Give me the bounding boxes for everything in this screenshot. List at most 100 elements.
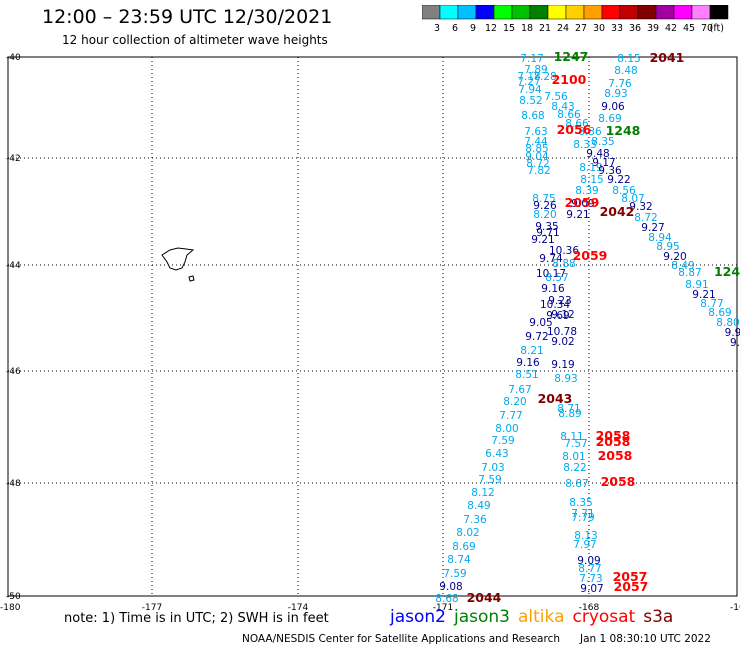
pass-time-label: 2059 xyxy=(573,248,608,263)
legend-tick-label: 3 xyxy=(434,23,440,34)
wave-height-label: 7.76 xyxy=(608,78,632,90)
wave-height-label: 8.72 xyxy=(526,158,549,170)
wave-height-label: 8.68 xyxy=(435,593,458,605)
wave-height-label: 9.36 xyxy=(598,165,622,177)
wave-height-label: 7.57 xyxy=(564,438,587,450)
wave-height-label: 9.21 xyxy=(692,289,715,301)
wave-height-label: 8.77 xyxy=(700,298,723,310)
wave-height-label: 9.48 xyxy=(586,148,609,160)
wave-height-label: 8.21 xyxy=(520,345,543,357)
legend-tick-label: 33 xyxy=(611,23,623,34)
wave-height-label: 8.93 xyxy=(554,373,577,385)
longitude-label: -171 xyxy=(433,603,453,613)
legend-tick-label: 6 xyxy=(452,23,458,34)
longitude-label: -16 xyxy=(730,603,740,613)
wave-height-label: 8.89 xyxy=(558,408,581,420)
wave-height-label: 8.35 xyxy=(591,136,614,148)
legend-tick-label: 21 xyxy=(539,23,551,34)
wave-height-label: 9.16 xyxy=(516,357,540,369)
latitude-label: -46 xyxy=(6,367,21,377)
wave-height-label: 8.13 xyxy=(574,530,597,542)
pass-time-label: 2058 xyxy=(596,434,631,449)
wave-height-label: 8.77 xyxy=(578,563,601,575)
legend-unit: (ft) xyxy=(710,23,724,34)
satellite-key-cryosat: cryosat xyxy=(572,607,636,627)
wave-height-label: 8.48 xyxy=(614,65,637,77)
wave-height-label: 9.12 xyxy=(551,309,574,321)
wave-height-label: 9.27 xyxy=(641,222,664,234)
wave-height-label: 8.01 xyxy=(562,451,585,463)
legend-tick-label: 45 xyxy=(683,23,695,34)
wave-height-label: 9. xyxy=(730,337,740,349)
color-scale-legend: 3 6 9 12 15 18 21 24 27 30 33 36 39 42 45 70(ft) xyxy=(422,5,729,34)
wave-height-label: 9.06 xyxy=(601,101,625,113)
page-title: 12:00 – 23:59 UTC 12/30/2021 xyxy=(42,6,333,28)
longitude-label: -168 xyxy=(579,603,600,613)
pass-time-label: 2056 xyxy=(557,122,592,137)
wave-height-label: 8.87 xyxy=(565,478,588,490)
wave-height-label: 8.66 xyxy=(557,109,581,121)
wave-height-label: 8.52 xyxy=(519,95,542,107)
wave-height-label: 7.97 xyxy=(573,539,596,551)
wave-height-label: 8.75 xyxy=(532,193,555,205)
satellite-key-jason3: jason3 xyxy=(454,607,510,627)
latitude-label: -40 xyxy=(6,53,21,63)
satellite-key-s3a: s3a xyxy=(643,607,674,627)
wave-height-label: 7.56 xyxy=(544,91,568,103)
wave-height-label: 8.93 xyxy=(604,88,627,100)
wave-height-label: 10.36 xyxy=(549,245,579,257)
island-outline xyxy=(161,247,195,271)
wave-height-label: 8.71 xyxy=(557,403,580,415)
legend-tick-label: 27 xyxy=(575,23,587,34)
wave-height-label: 9.72 xyxy=(525,331,548,343)
wave-height-label: 8.49 xyxy=(671,260,694,272)
wave-height-label: 8.94 xyxy=(648,232,672,244)
wave-height-label: 7.71 xyxy=(571,508,594,520)
wave-height-label: 9.05 xyxy=(529,317,552,329)
wave-height-label: 8.95 xyxy=(656,241,679,253)
pass-time-label: 2043 xyxy=(538,391,573,406)
pass-time-label: 1247 xyxy=(554,49,589,64)
wave-height-label: 9.32 xyxy=(629,201,652,213)
wave-height-label: 8.69 xyxy=(598,113,621,125)
latitude-label: -42 xyxy=(6,154,21,164)
wave-height-label: 7.28 xyxy=(533,71,556,83)
wave-height-label: 9.35 xyxy=(535,221,558,233)
wave-height-label: 8.69 xyxy=(708,307,731,319)
legend-tick-label: 70 xyxy=(701,23,713,34)
generated-date: Jan 1 08:30:10 UTC 2022 xyxy=(580,633,711,645)
wave-height-label: 9.09 xyxy=(571,198,594,210)
wave-height-label: 7.94 xyxy=(518,84,542,96)
wave-height-label: 8.91 xyxy=(685,279,708,291)
pass-time-label: 2042 xyxy=(600,204,635,219)
wave-height-label: 10.17 xyxy=(536,268,566,280)
legend-tick-label: 24 xyxy=(557,23,569,34)
wave-height-label: 9.17 xyxy=(592,157,615,169)
wave-height-label: 9.02 xyxy=(551,336,574,348)
longitude-label: -180 xyxy=(0,603,21,613)
legend-tick-label: 36 xyxy=(629,23,641,34)
wave-height-label: 8.87 xyxy=(678,267,701,279)
wave-height-label: 8.88 xyxy=(552,258,575,270)
pass-time-label: 2044 xyxy=(467,590,502,605)
pass-time-label: 1248 xyxy=(606,123,641,138)
footer-note: note: 1) Time is in UTC; 2) SWH is in fe… xyxy=(64,611,329,626)
wave-height-label: 8.02 xyxy=(456,527,479,539)
pass-time-label: 124 xyxy=(714,264,740,279)
pass-time-label: 2058 xyxy=(598,448,633,463)
wave-height-label: 9.09 xyxy=(577,555,600,567)
wave-height-label: 8.69 xyxy=(452,541,475,553)
legend-tick-label: 42 xyxy=(665,23,677,34)
wave-height-label: 8.15 xyxy=(580,174,603,186)
longitude-label: -174 xyxy=(288,603,309,613)
wave-height-label: 8.68 xyxy=(521,110,544,122)
wave-height-label: 9.9 xyxy=(725,327,740,339)
legend-swatch xyxy=(709,5,729,20)
wave-height-label: 9.74 xyxy=(539,253,563,265)
legend-tick-label: 12 xyxy=(485,23,497,34)
wave-height-label: 6.43 xyxy=(485,448,508,460)
wave-height-label: 7.73 xyxy=(579,573,602,585)
wave-height-label: 8.80 xyxy=(716,317,739,329)
wave-height-label: 7.77 xyxy=(499,410,522,422)
wave-height-label: 8.57 xyxy=(545,272,568,284)
